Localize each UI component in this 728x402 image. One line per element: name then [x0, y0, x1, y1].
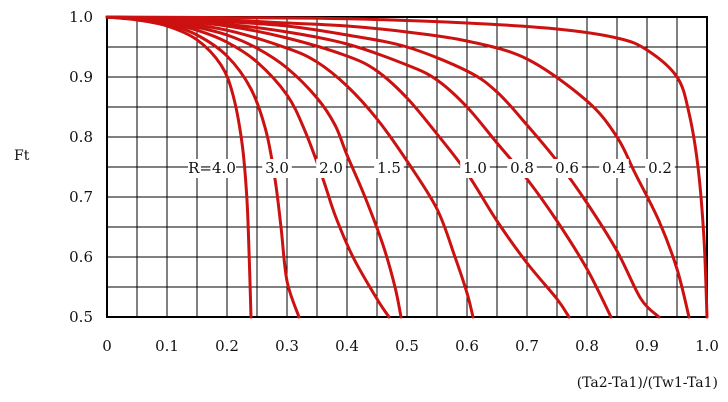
x-tick-label: 0.5 — [395, 337, 419, 355]
x-tick-label: 0.1 — [155, 337, 179, 355]
tick-labels: 0 0.1 0.2 0.3 0.4 0.5 0.6 0.7 0.8 0.9 1.0 1.0 0.9 0.8… — [69, 8, 719, 355]
x-tick-label: 1.0 — [695, 337, 719, 355]
curves — [105, 15, 709, 319]
series-label: 1.0 — [463, 159, 487, 177]
series-line — [105, 15, 661, 319]
y-tick-label: 0.6 — [69, 248, 93, 266]
series-label: 0.2 — [648, 159, 672, 177]
series-labels: R=4.0 3.0 2.0 1.5 1.0 0.8 0.6 0.4 0.2 — [188, 159, 675, 178]
plot-frame — [106, 16, 708, 318]
x-tick-label: 0.3 — [275, 337, 299, 355]
series-line — [105, 15, 475, 319]
x-tick-label: 0.4 — [335, 337, 359, 355]
series-label-bg — [552, 159, 582, 178]
series-line — [105, 15, 709, 319]
x-tick-label: 0 — [102, 337, 112, 355]
series-label-bg — [262, 159, 292, 178]
series-line — [105, 15, 571, 319]
x-axis-title: (Ta2-Ta1)/(Tw1-Ta1) — [577, 375, 718, 391]
series-label: 0.8 — [510, 159, 534, 177]
series-label: R=4.0 — [188, 159, 236, 177]
series-label: 2.0 — [319, 159, 343, 177]
x-tick-label: 0.6 — [455, 337, 479, 355]
y-tick-label: 0.9 — [69, 68, 93, 86]
x-tick-label: 0.2 — [215, 337, 239, 355]
y-tick-label: 0.8 — [69, 128, 93, 146]
y-tick-label: 0.7 — [69, 188, 93, 206]
series-label-bg — [599, 159, 629, 178]
x-tick-label: 0.7 — [515, 337, 539, 355]
series-label: 0.4 — [602, 159, 626, 177]
series-line — [105, 15, 613, 319]
x-tick-label: 0.9 — [635, 337, 659, 355]
series-label: 1.5 — [377, 159, 401, 177]
series-label-bg — [460, 159, 490, 178]
series-label-bg — [645, 159, 675, 178]
y-tick-label: 1.0 — [69, 8, 93, 26]
series-label: 3.0 — [265, 159, 289, 177]
x-tick-label: 0.8 — [575, 337, 599, 355]
series-label-bg — [374, 159, 404, 178]
y-tick-label: 0.5 — [69, 308, 93, 326]
series-label-bg — [316, 159, 346, 178]
y-axis-title: Ft — [14, 148, 30, 164]
series-label-bg — [188, 159, 236, 178]
series-label-bg — [507, 159, 537, 178]
series-line — [105, 15, 691, 319]
series-label: 0.6 — [555, 159, 579, 177]
